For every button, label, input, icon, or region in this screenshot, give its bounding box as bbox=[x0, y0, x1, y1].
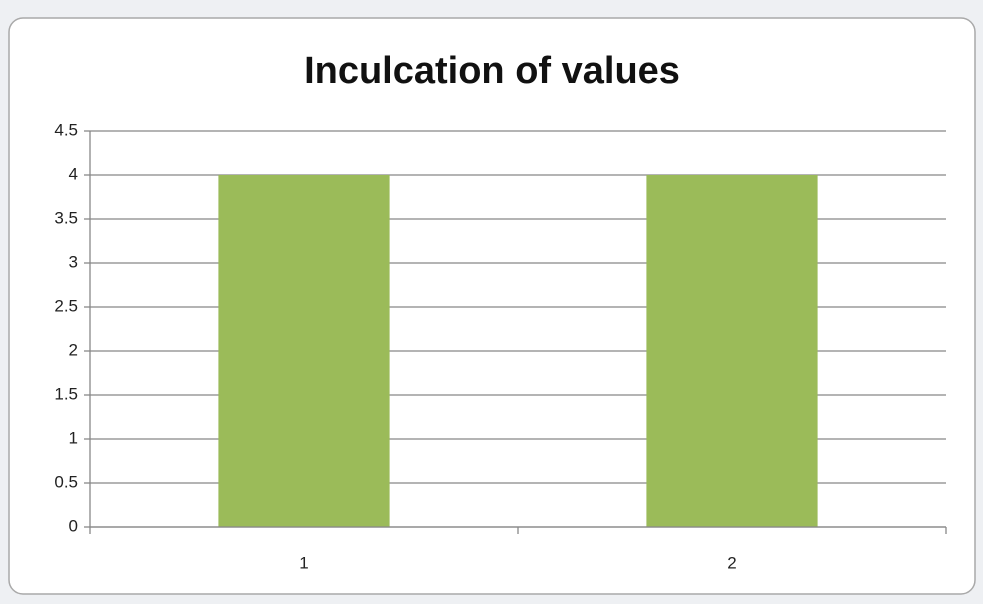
y-tick-label: 2 bbox=[69, 340, 78, 359]
y-tick-label: 3 bbox=[69, 252, 78, 271]
y-tick-label: 0.5 bbox=[54, 472, 78, 491]
y-tick-label: 1 bbox=[69, 428, 78, 447]
chart-title: Inculcation of values bbox=[304, 50, 680, 92]
y-tick-label: 4 bbox=[69, 164, 78, 183]
y-tick-label: 1.5 bbox=[54, 384, 78, 403]
y-tick-label: 3.5 bbox=[54, 208, 78, 227]
y-tick-label: 4.5 bbox=[54, 120, 78, 139]
chart-area bbox=[8, 17, 976, 595]
x-tick-label: 1 bbox=[299, 553, 308, 572]
bar bbox=[218, 175, 390, 527]
y-tick-label: 2.5 bbox=[54, 296, 78, 315]
x-tick-label: 2 bbox=[727, 553, 736, 572]
bar bbox=[646, 175, 818, 527]
y-tick-label: 0 bbox=[69, 516, 78, 535]
